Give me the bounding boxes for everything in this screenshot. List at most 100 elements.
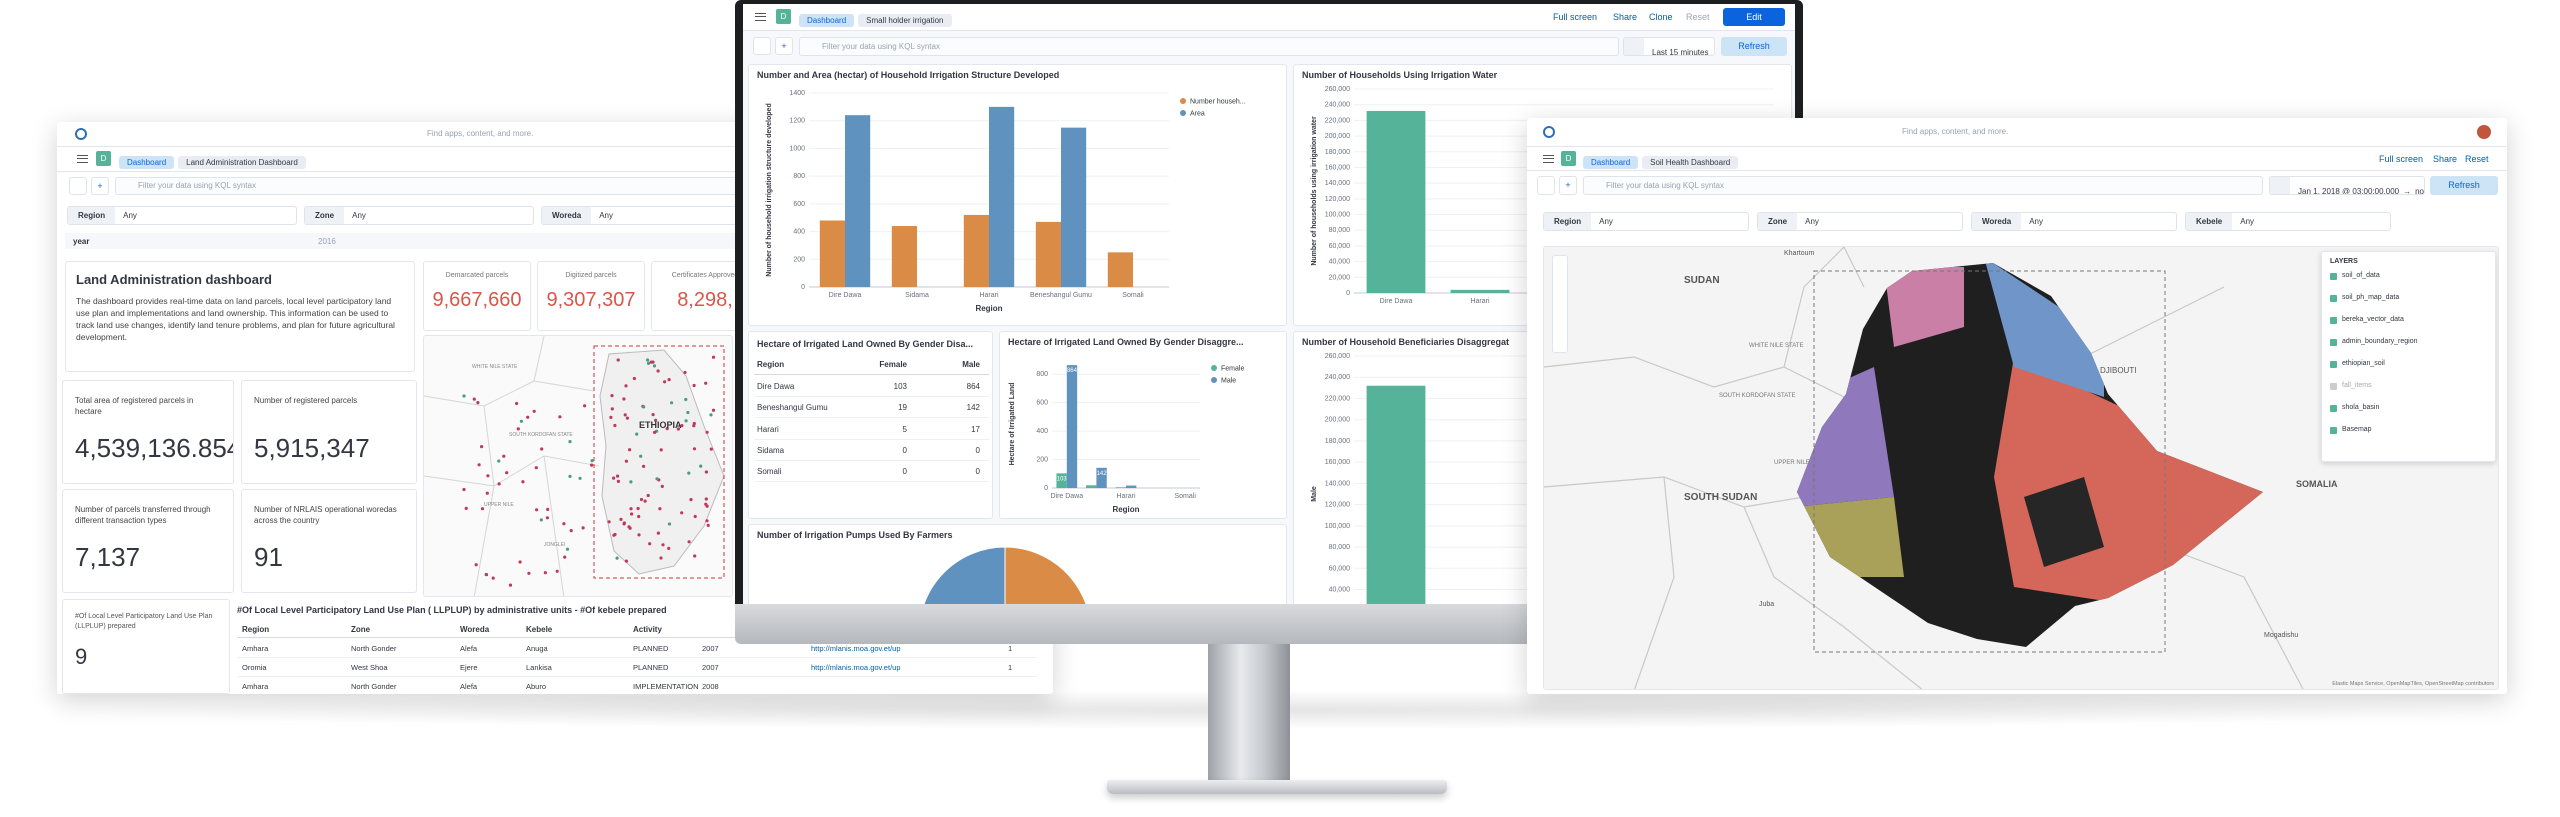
space-badge[interactable]: D [776,9,791,24]
metric-card: Number of parcels transferred through di… [62,489,234,593]
add-filter[interactable]: + [775,37,793,55]
filter-select[interactable]: Kebele Any [2185,212,2391,231]
avatar[interactable] [2477,125,2491,139]
parcel-dot [616,479,620,483]
breadcrumb[interactable]: Small holder irrigation [858,14,952,27]
legend-label[interactable]: Male [1221,378,1236,385]
parcel-dot [637,533,641,537]
parcel-dot [663,380,667,384]
table-cell: 0 [975,445,980,455]
column-header[interactable]: Region [757,360,785,369]
breadcrumb[interactable]: Soil Health Dashboard [1642,156,1739,169]
y-tick-label: 200 [793,256,805,263]
filter-select[interactable]: Zone Any [1757,212,1963,231]
breadcrumb[interactable]: Land Administration Dashboard [178,156,306,169]
filter-select[interactable]: Woreda Any [541,206,771,225]
legend-swatch [1211,365,1217,371]
parcel-dot [635,432,639,436]
y-tick-label: 1400 [789,90,805,97]
layer-name[interactable]: Basemap [2342,426,2372,433]
parcel-dot [569,529,573,533]
bar [845,115,871,287]
monitor-base [1107,780,1447,794]
column-header[interactable]: Region [242,625,270,634]
legend-label[interactable]: Area [1190,111,1205,118]
action-link[interactable]: Full screen [2379,154,2424,164]
parcel-dot [687,540,691,544]
legend-label[interactable]: Female [1221,366,1244,373]
space-badge[interactable]: D [96,151,111,166]
edit-button[interactable]: Edit [1723,8,1785,26]
column-header[interactable]: Zone [351,625,371,634]
action-link[interactable]: Share [2433,154,2458,164]
search-placeholder[interactable]: Find apps, content, and more. [427,129,534,138]
layer-swatch [2330,295,2337,302]
parcel-dot [505,471,509,475]
breadcrumb[interactable]: Dashboard [119,156,175,169]
layer-name[interactable]: soil_of_data [2342,272,2380,279]
legend-label[interactable]: Number househ... [1190,99,1246,106]
add-filter[interactable]: + [91,177,109,195]
action-link[interactable]: Full screen [1553,12,1598,22]
refresh-button[interactable]: Refresh [2430,176,2498,195]
parcel-dot [628,448,632,452]
filter-select[interactable]: Region Any [1543,212,1749,231]
action-link[interactable]: Reset [1686,12,1710,22]
column-header[interactable]: Woreda [460,625,490,634]
layer-name[interactable]: admin_boundary_region [2342,338,2418,345]
time-picker[interactable]: Jan 1, 2018 @ 03:00:00.000→now [2269,176,2425,195]
parcel-dot [472,397,476,401]
layer-name[interactable]: bereka_vector_data [2342,316,2404,323]
row-rule [754,396,989,397]
action-link[interactable]: Share [1613,12,1638,22]
layer-name[interactable]: ethiopian_soil [2342,360,2385,367]
table-cell: PLANNED [633,663,669,672]
action-link[interactable]: Clone [1649,12,1673,22]
column-header[interactable]: Male [962,360,980,369]
filter-select[interactable]: Zone Any [304,206,534,225]
layer-name[interactable]: shola_basin [2342,404,2380,411]
table-cell: Sidama [757,445,785,455]
y-tick-label: 60,000 [1329,243,1351,250]
search-placeholder[interactable]: Find apps, content, and more. [1902,127,2009,136]
layer-name[interactable]: fall_items [2342,382,2372,389]
filter-toggle[interactable] [753,37,771,55]
bar [1086,485,1097,488]
refresh-button[interactable]: Refresh [1721,37,1787,56]
parcel-dot [545,516,549,520]
year-value[interactable]: 2016 [318,237,336,246]
metric-value: 4,539,136.854 [75,433,234,463]
table-panel: Hectare of Irrigated Land Owned By Gende… [748,331,993,519]
action-link[interactable]: Reset [2465,154,2489,164]
filter-select[interactable]: Region Any [67,206,297,225]
y-tick-label: 100,000 [1325,523,1350,530]
column-header[interactable]: Kebele [526,625,553,634]
filter-toggle[interactable] [69,177,87,195]
menu-icon[interactable] [77,155,88,163]
time-picker[interactable]: Last 15 minutes [1623,37,1715,56]
menu-icon[interactable] [1543,155,1554,163]
filter-select[interactable]: Woreda Any [1971,212,2177,231]
menu-icon[interactable] [755,13,766,21]
parcel-dot [625,416,629,420]
add-filter[interactable]: + [1559,176,1577,195]
layer-name[interactable]: soil_ph_map_data [2342,294,2400,301]
parcel-dot [705,430,709,434]
breadcrumb[interactable]: Dashboard [1583,156,1639,169]
column-header[interactable]: Activity [633,625,662,634]
table-cell: http://mlanis.moa.gov.et/up [811,644,901,653]
space-badge[interactable]: D [1561,151,1576,166]
breadcrumb[interactable]: Dashboard [799,14,855,27]
chart-title: Number of Households Using Irrigation Wa… [1302,70,1498,80]
filter-toggle[interactable] [1537,176,1555,195]
y-tick-label: 140,000 [1325,480,1350,487]
map-labels: SUDAN SOUTH SUDAN SOMALIA DJIBOUTI Khart… [1684,250,2494,687]
query-input[interactable]: Filter your data using KQL syntax [1583,176,2263,195]
bar [1096,467,1107,488]
map-tools[interactable] [1552,255,1568,353]
y-axis-title: Hectare of Irrigated Land [1009,383,1016,466]
query-input[interactable]: Filter your data using KQL syntax [799,37,1619,56]
parcel-dot [643,499,647,503]
parcel-dot [502,454,506,458]
column-header[interactable]: Female [879,360,907,369]
